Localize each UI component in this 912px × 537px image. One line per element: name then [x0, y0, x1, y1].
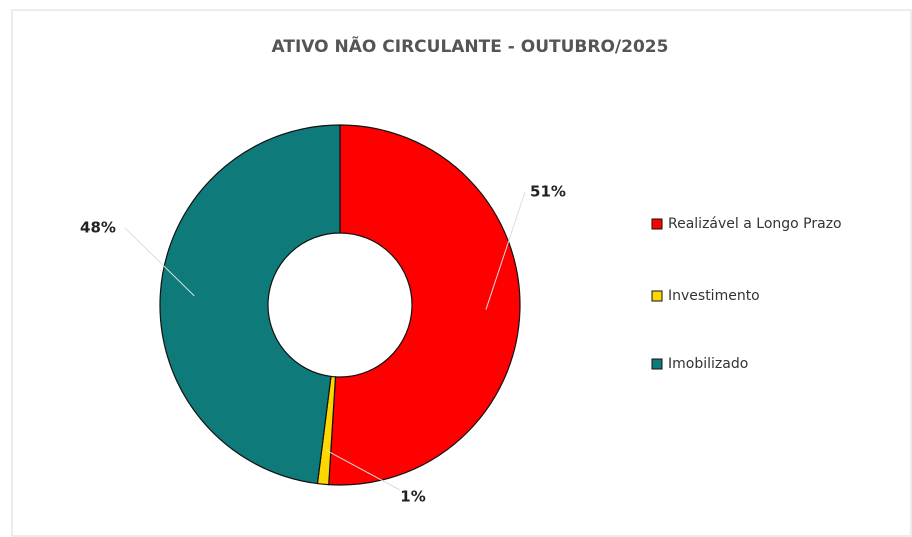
legend-swatch	[651, 218, 663, 230]
donut-slice	[159, 124, 341, 485]
legend-label: Realizável a Longo Prazo	[668, 216, 842, 232]
legend-swatch	[651, 290, 663, 302]
legend-label: Imobilizado	[668, 356, 748, 372]
data-label: 1%	[400, 488, 425, 506]
legend-swatch	[651, 358, 663, 370]
leader-line	[124, 227, 195, 297]
legend-label: Investimento	[668, 288, 760, 304]
chart-title: ATIVO NÃO CIRCULANTE - OUTUBRO/2025	[272, 34, 669, 57]
data-label: 51%	[530, 183, 566, 201]
leader-line	[326, 449, 401, 491]
donut-slice	[328, 124, 521, 486]
data-label: 48%	[80, 219, 116, 237]
leader-line	[485, 191, 526, 310]
